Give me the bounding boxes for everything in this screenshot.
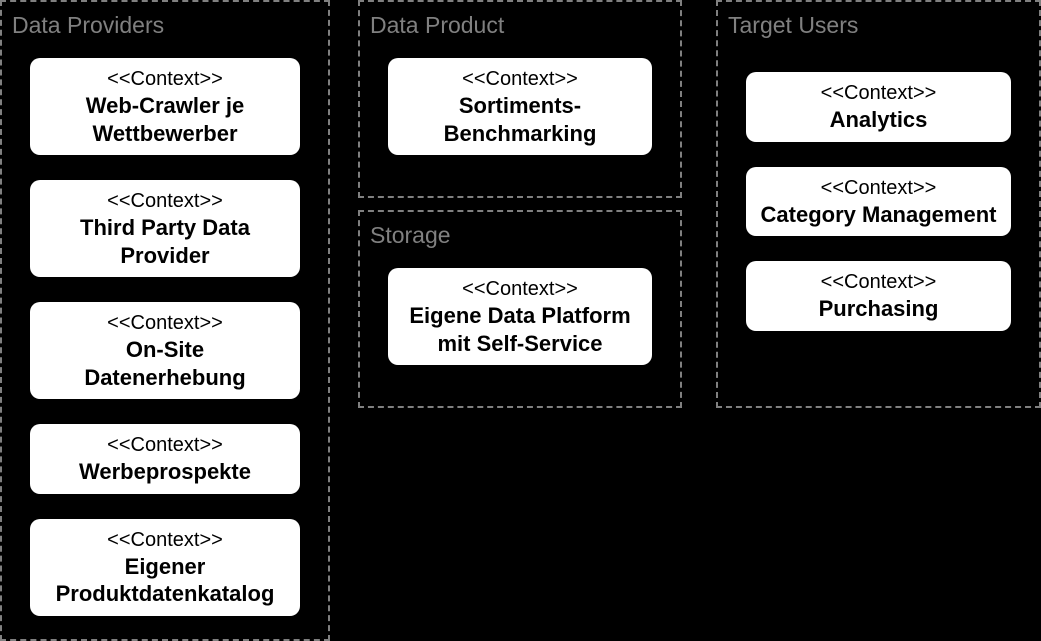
context-name: Eigene Data Platform mit Self-Service: [402, 302, 638, 357]
boxes-container: <<Context>> Analytics <<Context>> Catego…: [746, 72, 1011, 331]
group-title: Target Users: [728, 12, 858, 39]
context-name: Eigener Produktdatenkatalog: [44, 553, 286, 608]
context-name: Third Party Data Provider: [44, 214, 286, 269]
context-name: Sortiments-Benchmarking: [402, 92, 638, 147]
context-box: <<Context>> Category Management: [746, 167, 1011, 237]
context-box: <<Context>> On-Site Datenerhebung: [30, 302, 300, 399]
context-box: <<Context>> Sortiments-Benchmarking: [388, 58, 652, 155]
context-box: <<Context>> Web-Crawler je Wettbewerber: [30, 58, 300, 155]
context-name: Category Management: [760, 201, 997, 229]
context-stereotype: <<Context>>: [760, 175, 997, 201]
context-stereotype: <<Context>>: [44, 310, 286, 336]
group-title: Data Product: [370, 12, 504, 39]
context-box: <<Context>> Eigener Produktdatenkatalog: [30, 519, 300, 616]
context-name: Web-Crawler je Wettbewerber: [44, 92, 286, 147]
group-data-providers: Data Providers <<Context>> Web-Crawler j…: [0, 0, 330, 641]
context-box: <<Context>> Werbeprospekte: [30, 424, 300, 494]
context-stereotype: <<Context>>: [402, 276, 638, 302]
group-target-users: Target Users <<Context>> Analytics <<Con…: [716, 0, 1041, 408]
context-box: <<Context>> Purchasing: [746, 261, 1011, 331]
context-box: <<Context>> Third Party Data Provider: [30, 180, 300, 277]
context-stereotype: <<Context>>: [44, 432, 286, 458]
context-stereotype: <<Context>>: [44, 188, 286, 214]
context-name: On-Site Datenerhebung: [44, 336, 286, 391]
context-stereotype: <<Context>>: [760, 269, 997, 295]
context-name: Purchasing: [760, 295, 997, 323]
context-box: <<Context>> Analytics: [746, 72, 1011, 142]
context-stereotype: <<Context>>: [44, 66, 286, 92]
boxes-container: <<Context>> Eigene Data Platform mit Sel…: [388, 268, 652, 365]
boxes-container: <<Context>> Web-Crawler je Wettbewerber …: [30, 58, 300, 616]
context-name: Werbeprospekte: [44, 458, 286, 486]
context-stereotype: <<Context>>: [760, 80, 997, 106]
group-storage: Storage <<Context>> Eigene Data Platform…: [358, 210, 682, 408]
group-title: Storage: [370, 222, 451, 249]
group-title: Data Providers: [12, 12, 164, 39]
group-data-product: Data Product <<Context>> Sortiments-Benc…: [358, 0, 682, 198]
boxes-container: <<Context>> Sortiments-Benchmarking: [388, 58, 652, 155]
context-stereotype: <<Context>>: [44, 527, 286, 553]
context-name: Analytics: [760, 106, 997, 134]
context-stereotype: <<Context>>: [402, 66, 638, 92]
context-box: <<Context>> Eigene Data Platform mit Sel…: [388, 268, 652, 365]
